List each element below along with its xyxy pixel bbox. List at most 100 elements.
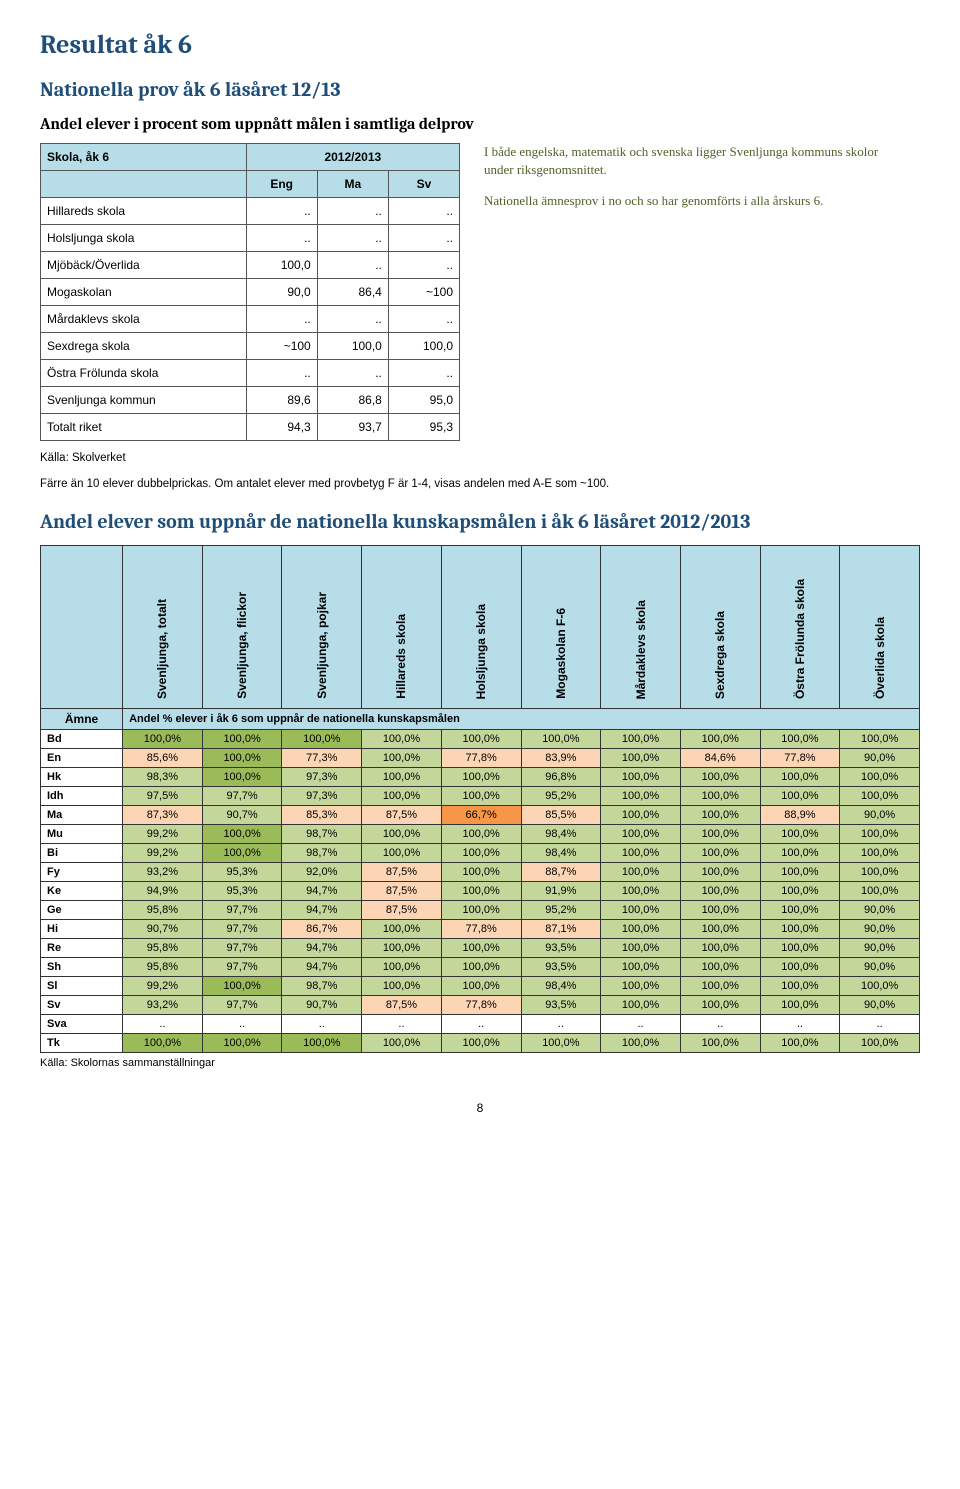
t2-cell: 98,4% xyxy=(521,977,601,996)
t2-cell: 98,4% xyxy=(521,844,601,863)
t2-cell: 85,3% xyxy=(282,806,362,825)
t1-cell: .. xyxy=(246,360,317,387)
t2-caption: Andel % elever i åk 6 som uppnår de nati… xyxy=(123,709,920,730)
t2-subject: Re xyxy=(41,939,123,958)
t1-cell: 86,4 xyxy=(317,279,388,306)
t2-cell: 100,0% xyxy=(601,730,681,749)
t2-cell: 97,3% xyxy=(282,787,362,806)
t2-cell: 100,0% xyxy=(441,768,521,787)
t2-cell: 88,7% xyxy=(521,863,601,882)
t2-cell: .. xyxy=(282,1015,362,1034)
t2-cell: 100,0% xyxy=(680,730,760,749)
t1-cell: .. xyxy=(317,252,388,279)
t2-cell: 95,8% xyxy=(123,939,203,958)
t2-col-header: Överlida skola xyxy=(840,546,920,709)
t2-subject: Sh xyxy=(41,958,123,977)
t2-cell: 100,0% xyxy=(362,1034,442,1053)
t1-cell: 90,0 xyxy=(246,279,317,306)
t2-col-header: Mårdaklevs skola xyxy=(601,546,681,709)
t2-cell: 100,0% xyxy=(441,730,521,749)
t2-amne-label: Ämne xyxy=(41,709,123,730)
t1-cell: ~100 xyxy=(246,333,317,360)
t2-cell: 94,7% xyxy=(282,958,362,977)
t2-cell: 87,5% xyxy=(362,863,442,882)
t2-cell: 100,0% xyxy=(680,939,760,958)
t2-cell: 100,0% xyxy=(441,939,521,958)
t2-cell: 97,7% xyxy=(202,958,282,977)
t2-cell: 90,7% xyxy=(202,806,282,825)
t2-cell: 100,0% xyxy=(202,1034,282,1053)
t2-cell: 100,0% xyxy=(441,977,521,996)
t2-cell: 100,0% xyxy=(760,768,840,787)
t1-col-2: Sv xyxy=(388,171,459,198)
t2-cell: 100,0% xyxy=(362,787,442,806)
t2-cell: 100,0% xyxy=(680,901,760,920)
t2-cell: 77,8% xyxy=(441,920,521,939)
t2-cell: 100,0% xyxy=(601,939,681,958)
t1-row-label: Sexdrega skola xyxy=(41,333,247,360)
t2-col-header: Sexdrega skola xyxy=(680,546,760,709)
t2-cell: 95,3% xyxy=(202,882,282,901)
t2-cell: 100,0% xyxy=(840,787,920,806)
t1-header-right: 2012/2013 xyxy=(246,144,459,171)
t2-subject: Bi xyxy=(41,844,123,863)
t1-cell: .. xyxy=(388,360,459,387)
t2-cell: 97,7% xyxy=(202,939,282,958)
t1-cell: .. xyxy=(246,198,317,225)
t2-cell: 100,0% xyxy=(680,825,760,844)
t2-cell: 98,7% xyxy=(282,977,362,996)
t2-col-header: Svenljunga, totalt xyxy=(123,546,203,709)
t2-cell: 97,7% xyxy=(202,996,282,1015)
t1-row-label: Mjöbäck/Överlida xyxy=(41,252,247,279)
t2-cell: 94,7% xyxy=(282,901,362,920)
t2-cell: 100,0% xyxy=(441,958,521,977)
t2-cell: 100,0% xyxy=(840,882,920,901)
t1-cell: 100,0 xyxy=(246,252,317,279)
t2-cell: 100,0% xyxy=(840,730,920,749)
t2-cell: 100,0% xyxy=(601,825,681,844)
t2-cell: .. xyxy=(202,1015,282,1034)
t2-cell: 100,0% xyxy=(680,1034,760,1053)
t1-cell: 89,6 xyxy=(246,387,317,414)
t2-cell: 87,5% xyxy=(362,882,442,901)
t2-cell: 77,8% xyxy=(441,749,521,768)
t2-cell: 100,0% xyxy=(680,996,760,1015)
t2-cell: 100,0% xyxy=(521,1034,601,1053)
t2-cell: 100,0% xyxy=(840,844,920,863)
note-text: Färre än 10 elever dubbelprickas. Om ant… xyxy=(40,477,920,493)
t2-cell: 96,8% xyxy=(521,768,601,787)
t2-cell: 100,0% xyxy=(202,977,282,996)
t1-col-1: Ma xyxy=(317,171,388,198)
t2-cell: 93,2% xyxy=(123,863,203,882)
t1-cell: .. xyxy=(317,360,388,387)
t2-cell: 100,0% xyxy=(680,863,760,882)
t1-cell: 94,3 xyxy=(246,414,317,441)
t2-cell: 100,0% xyxy=(441,825,521,844)
t2-cell: 94,7% xyxy=(282,939,362,958)
t2-cell: 100,0% xyxy=(123,1034,203,1053)
t2-col-header: Holsljunga skola xyxy=(441,546,521,709)
t2-cell: 93,5% xyxy=(521,958,601,977)
t2-cell: 99,2% xyxy=(123,977,203,996)
t2-subject: Hk xyxy=(41,768,123,787)
t2-cell: 100,0% xyxy=(680,958,760,977)
t1-cell: 95,3 xyxy=(388,414,459,441)
t2-cell: 100,0% xyxy=(362,958,442,977)
t2-cell: 95,2% xyxy=(521,787,601,806)
nationella-prov-table: Skola, åk 6 2012/2013 EngMaSv Hillareds … xyxy=(40,143,460,441)
t2-subject: Tk xyxy=(41,1034,123,1053)
t2-cell: 87,5% xyxy=(362,996,442,1015)
t2-cell: 93,5% xyxy=(521,996,601,1015)
t2-cell: 100,0% xyxy=(680,882,760,901)
t2-cell: 87,1% xyxy=(521,920,601,939)
t2-cell: 100,0% xyxy=(760,825,840,844)
t2-subject: Idh xyxy=(41,787,123,806)
t1-cell: .. xyxy=(388,198,459,225)
t2-subject: Ge xyxy=(41,901,123,920)
t2-cell: 100,0% xyxy=(202,825,282,844)
t2-cell: 98,7% xyxy=(282,825,362,844)
t2-cell: 100,0% xyxy=(680,920,760,939)
t2-cell: 90,0% xyxy=(840,901,920,920)
t2-cell: 90,0% xyxy=(840,749,920,768)
t2-cell: 100,0% xyxy=(601,996,681,1015)
